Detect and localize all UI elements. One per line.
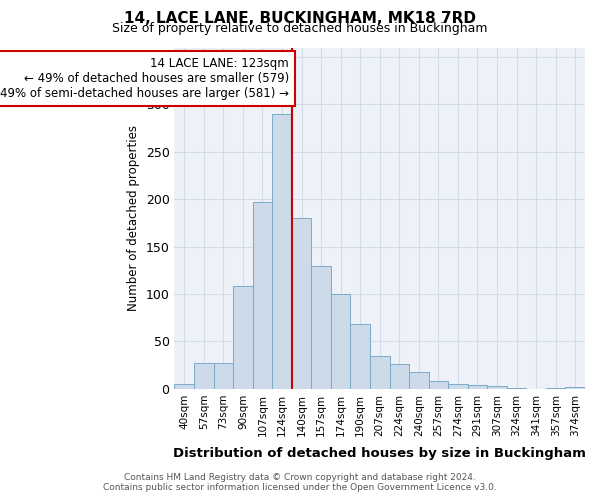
Bar: [311, 266, 331, 389]
X-axis label: Distribution of detached houses by size in Buckingham: Distribution of detached houses by size …: [173, 447, 586, 460]
Bar: [194, 364, 214, 389]
Bar: [233, 286, 253, 389]
Bar: [292, 218, 311, 389]
Bar: [546, 388, 565, 389]
Y-axis label: Number of detached properties: Number of detached properties: [127, 125, 140, 311]
Bar: [487, 386, 507, 389]
Bar: [214, 364, 233, 389]
Text: Contains HM Land Registry data © Crown copyright and database right 2024.
Contai: Contains HM Land Registry data © Crown c…: [103, 473, 497, 492]
Bar: [448, 384, 468, 389]
Bar: [409, 372, 428, 389]
Bar: [565, 387, 585, 389]
Bar: [350, 324, 370, 389]
Text: 14, LACE LANE, BUCKINGHAM, MK18 7RD: 14, LACE LANE, BUCKINGHAM, MK18 7RD: [124, 11, 476, 26]
Bar: [331, 294, 350, 389]
Bar: [428, 382, 448, 389]
Bar: [370, 356, 389, 389]
Bar: [175, 384, 194, 389]
Text: Size of property relative to detached houses in Buckingham: Size of property relative to detached ho…: [112, 22, 488, 35]
Text: 14 LACE LANE: 123sqm
← 49% of detached houses are smaller (579)
49% of semi-deta: 14 LACE LANE: 123sqm ← 49% of detached h…: [0, 57, 289, 100]
Bar: [507, 388, 526, 389]
Bar: [253, 202, 272, 389]
Bar: [389, 364, 409, 389]
Bar: [468, 385, 487, 389]
Bar: [272, 114, 292, 389]
